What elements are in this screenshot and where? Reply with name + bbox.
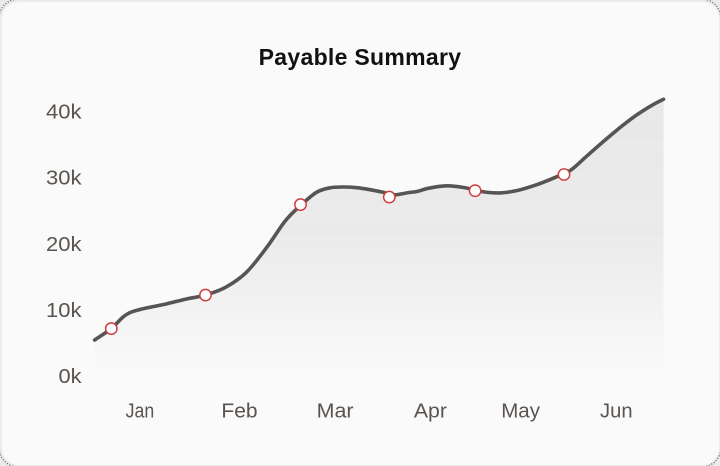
svg-text:Apr: Apr xyxy=(414,400,447,422)
svg-text:0k: 0k xyxy=(59,366,83,388)
svg-text:30k: 30k xyxy=(46,168,83,190)
svg-text:Feb: Feb xyxy=(221,400,257,422)
svg-text:May: May xyxy=(501,400,540,422)
svg-text:20k: 20k xyxy=(46,234,83,256)
svg-text:40k: 40k xyxy=(46,102,83,124)
svg-text:10k: 10k xyxy=(46,300,83,322)
svg-text:Mar: Mar xyxy=(317,400,354,422)
svg-text:Jun: Jun xyxy=(600,400,633,422)
svg-text:Jan: Jan xyxy=(126,400,155,422)
